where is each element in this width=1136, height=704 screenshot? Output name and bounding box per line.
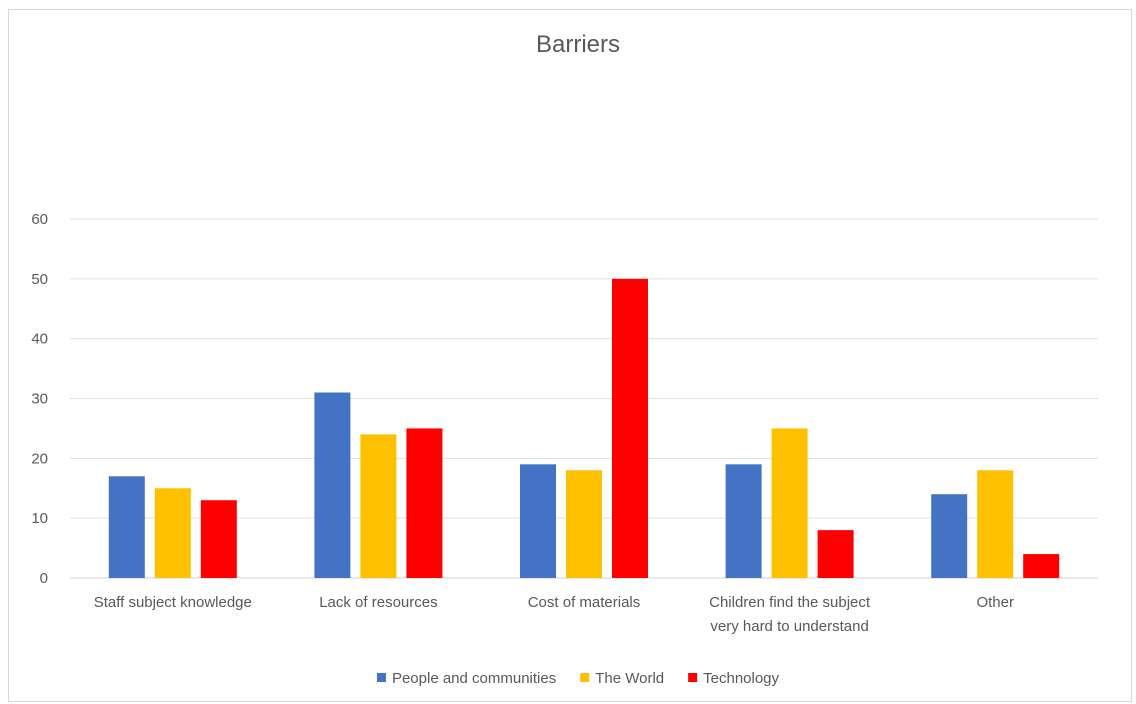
bar — [200, 500, 237, 578]
bar — [520, 464, 556, 578]
y-tick-label: 60 — [31, 211, 48, 228]
y-tick-label: 0 — [40, 570, 48, 587]
bar — [108, 476, 145, 578]
bar — [314, 392, 351, 578]
x-category-label-line: Other — [976, 594, 1014, 611]
x-category-label-line: Cost of materials — [528, 594, 641, 611]
bar — [771, 428, 808, 578]
bar — [612, 278, 648, 578]
bar — [817, 530, 854, 578]
chart-frame — [8, 9, 1132, 702]
legend-item: The World — [580, 670, 664, 687]
bar — [154, 488, 191, 578]
x-category-label: Children find the subject very hard to un… — [709, 594, 871, 635]
y-tick-label: 50 — [31, 271, 48, 288]
legend-swatch — [376, 673, 386, 682]
bar — [360, 434, 397, 578]
bars — [108, 278, 1060, 578]
legend-item: Technology — [688, 670, 780, 687]
chart-title: Barriers — [536, 31, 620, 58]
x-category-label: Cost of materials — [528, 594, 641, 611]
x-category-label-line: Lack of resources — [319, 594, 437, 611]
bar — [1023, 554, 1060, 578]
x-axis-categories: Staff subject knowledge Lack of resources… — [94, 594, 1014, 635]
legend-item: People and communities — [376, 670, 556, 687]
bar — [566, 470, 602, 578]
x-category-label: Other — [976, 594, 1014, 611]
y-tick-label: 40 — [31, 331, 48, 348]
y-tick-label: 10 — [31, 510, 48, 527]
bar — [406, 428, 443, 578]
y-axis-ticks: 0 10 20 30 40 50 60 — [31, 211, 48, 587]
legend-label: People and communities — [392, 670, 556, 687]
legend-swatch — [688, 673, 698, 682]
y-tick-label: 30 — [31, 391, 48, 408]
x-category-label-line: Staff subject knowledge — [94, 594, 252, 611]
legend-label: The World — [595, 670, 664, 687]
legend: People and communities The World Technolog… — [376, 670, 780, 687]
x-category-label-line: Children find the subject — [709, 594, 871, 611]
x-category-label-line: very hard to understand — [710, 618, 868, 635]
x-category-label: Lack of resources — [319, 594, 437, 611]
bar — [931, 494, 968, 578]
legend-label: Technology — [703, 670, 779, 687]
bar — [977, 470, 1014, 578]
x-category-label: Staff subject knowledge — [94, 594, 252, 611]
y-tick-label: 20 — [31, 450, 48, 467]
legend-swatch — [580, 673, 590, 682]
gridlines — [70, 218, 1098, 579]
bar — [725, 464, 762, 578]
